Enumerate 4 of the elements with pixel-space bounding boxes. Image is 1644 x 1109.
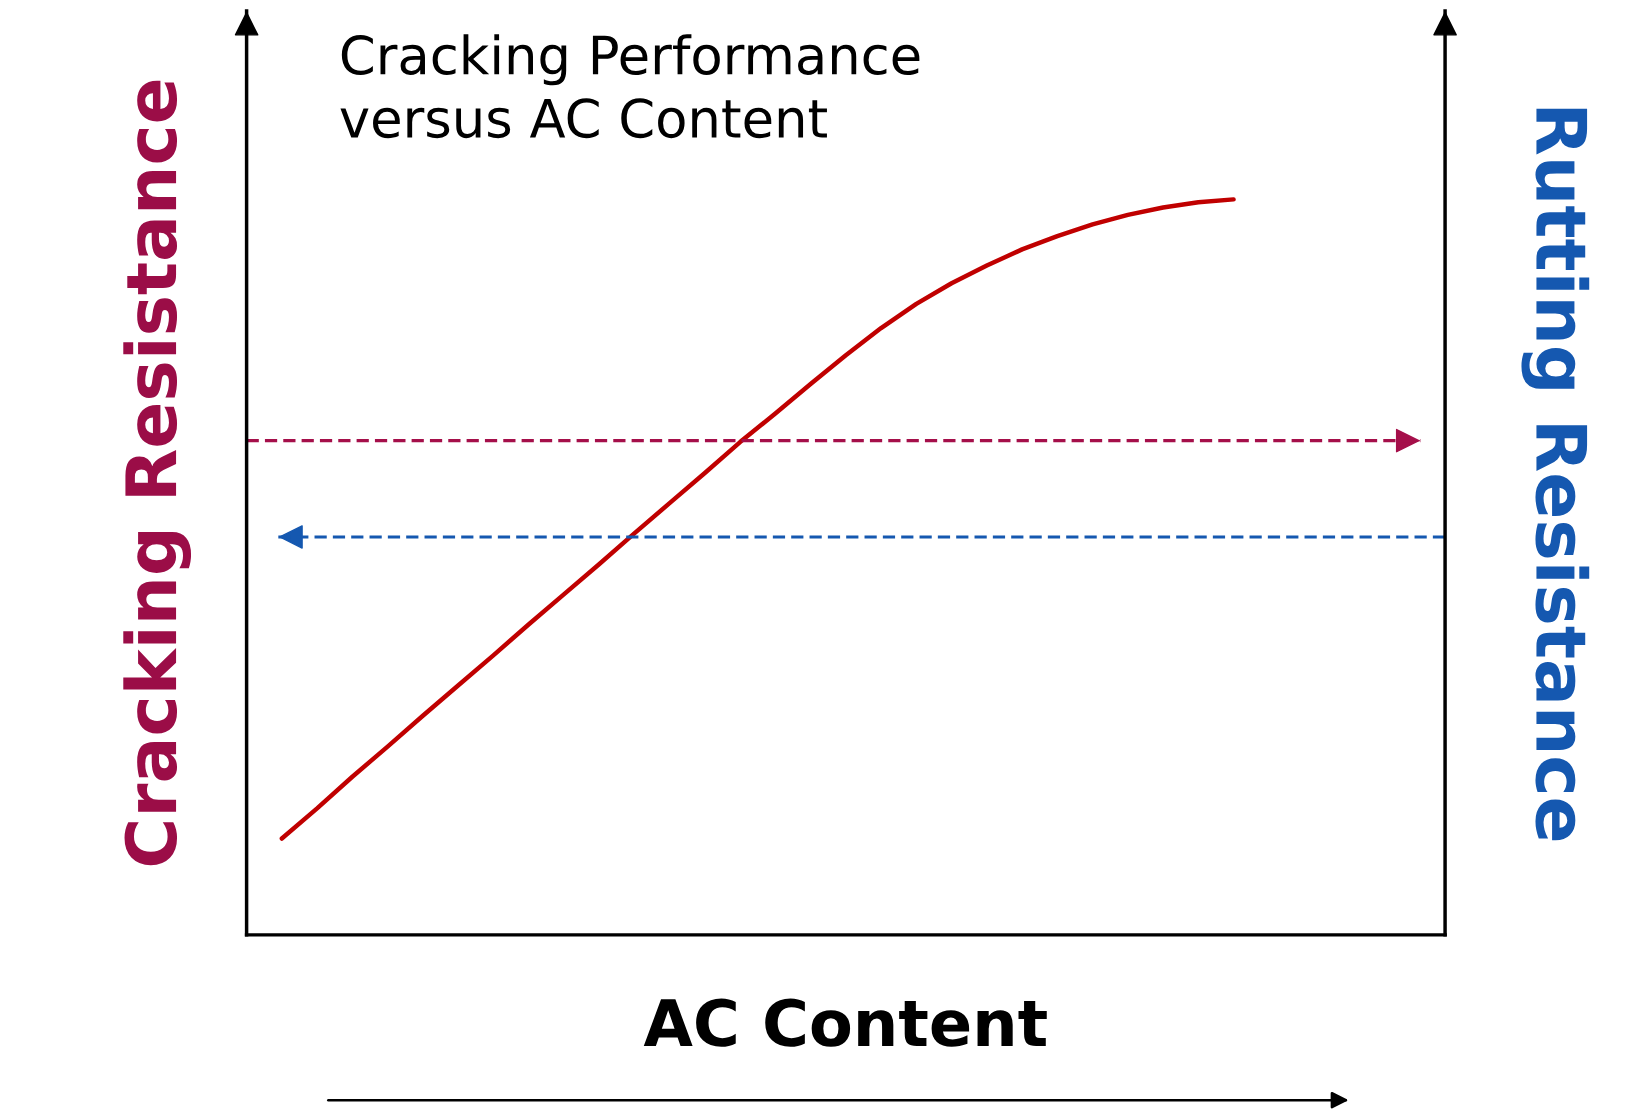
y2-axis-title: Rutting Resistance <box>1521 108 1590 841</box>
x-axis-title: AC Content <box>643 998 1047 1047</box>
text: Cracking Performance versus AC Content <box>340 34 920 139</box>
y-axis-title: Cracking Resistance <box>123 80 192 866</box>
